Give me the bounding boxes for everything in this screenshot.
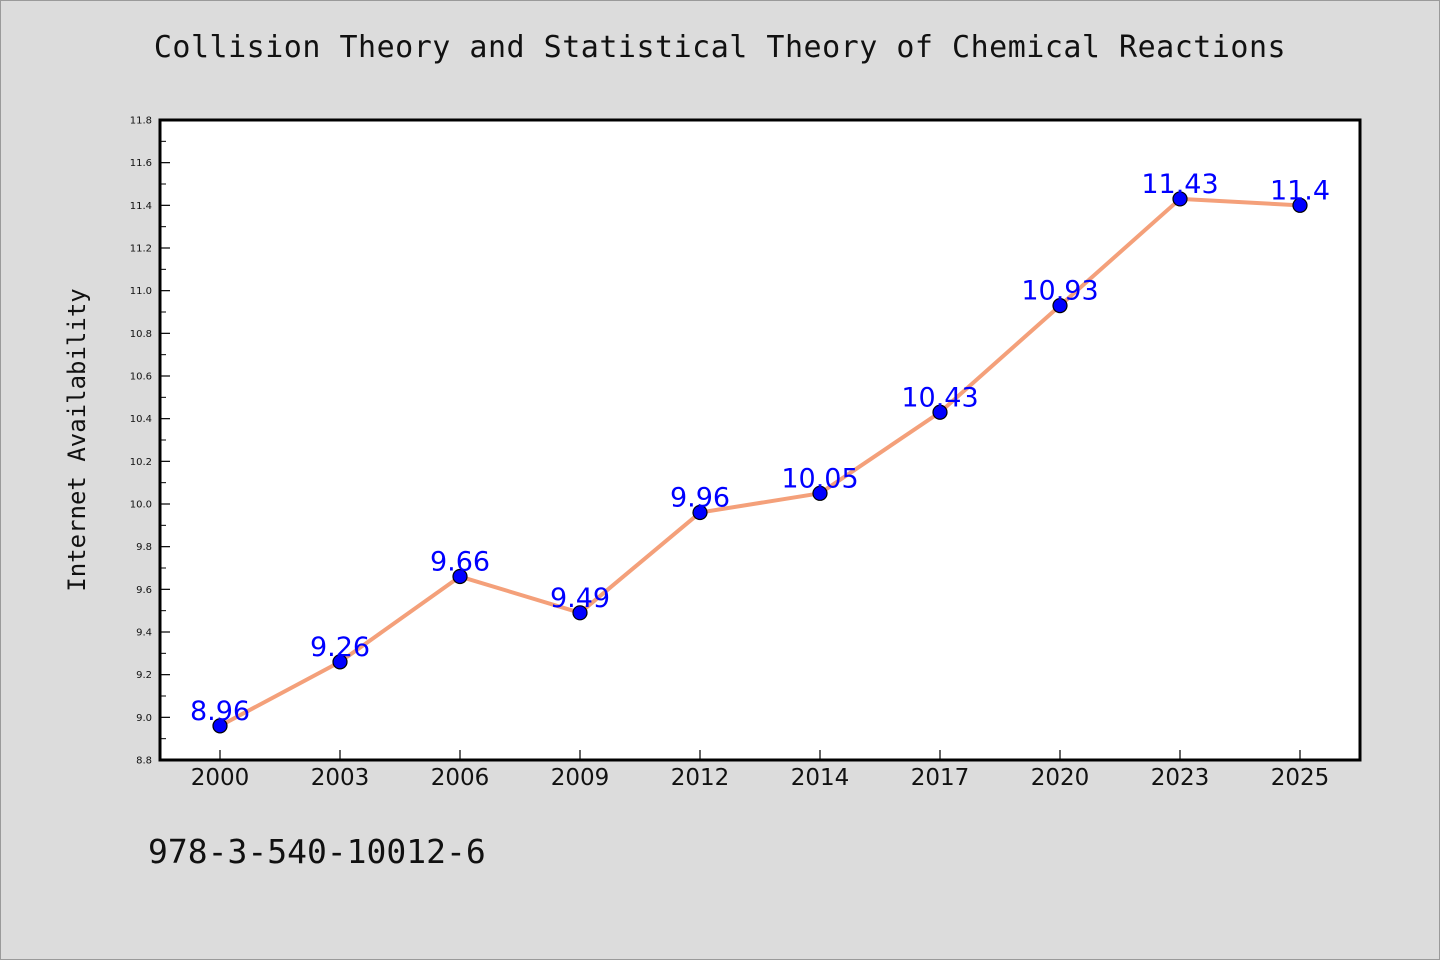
y-tick-label: 10.0 — [130, 500, 152, 511]
y-tick-label: 11.2 — [130, 244, 152, 255]
data-labels: 8.96 9.26 9.66 9.49 9.96 10.05 10.43 10.93 11.43… — [190, 169, 1330, 727]
y-axis-label: Internet Availability — [63, 288, 91, 591]
data-label: 10.05 — [781, 463, 858, 494]
y-tick-label: 9.8 — [136, 542, 152, 553]
data-label: 10.43 — [901, 382, 978, 413]
y-tick-label: 9.2 — [136, 670, 152, 681]
data-point — [692, 504, 708, 521]
y-tick-label: 11.6 — [130, 158, 152, 169]
data-label: 9.26 — [310, 632, 370, 663]
data-point — [1052, 298, 1068, 314]
x-tick-label: 2020 — [1031, 765, 1090, 791]
y-tick-label: 8.8 — [136, 756, 152, 767]
data-label: 11.43 — [1141, 169, 1218, 200]
y-tick-label: 10.4 — [130, 414, 152, 425]
y-tick-label: 10.2 — [130, 457, 152, 468]
y-axis: 8.8 9.0 9.2 9.4 9.6 9.8 10.0 10.2 10.4 10.6 10.8 11… — [130, 116, 170, 767]
series-line — [219, 196, 1301, 728]
data-label: 9.96 — [670, 483, 730, 514]
data-label: 9.49 — [550, 583, 610, 614]
y-tick-label: 9.0 — [136, 713, 152, 724]
x-tick-label: 2014 — [791, 765, 850, 791]
data-point — [812, 485, 828, 501]
chart-title: Collision Theory and Statistical Theory … — [153, 30, 1287, 65]
data-point — [1292, 197, 1308, 213]
data-point — [332, 654, 348, 670]
data-label: 8.96 — [190, 696, 250, 727]
isbn-text: 978-3-540-10012-6 — [148, 832, 486, 871]
data-point — [932, 404, 948, 420]
data-label: 10.93 — [1021, 276, 1098, 307]
y-tick-label: 10.8 — [130, 329, 152, 340]
data-label: 9.66 — [430, 547, 490, 578]
x-tick-label: 2012 — [671, 765, 730, 791]
x-tick-label: 2009 — [551, 765, 610, 791]
data-point — [1172, 191, 1188, 207]
x-tick-label: 2025 — [1271, 765, 1330, 791]
x-tick-label: 2017 — [911, 765, 970, 791]
x-tick-label: 2000 — [191, 765, 250, 791]
series — [212, 191, 1308, 734]
y-tick-label: 9.4 — [136, 628, 152, 639]
y-tick-label: 11.8 — [130, 116, 152, 127]
data-point — [452, 568, 468, 585]
x-tick-label: 2006 — [431, 765, 490, 791]
data-point — [572, 605, 588, 621]
x-tick-label: 2003 — [311, 765, 370, 791]
y-tick-label: 10.6 — [130, 372, 152, 383]
x-axis: 2000 2003 2006 2009 2012 2014 2017 2020 2023 2025 — [191, 750, 1330, 791]
data-label: 11.4 — [1270, 175, 1330, 206]
y-tick-label: 9.6 — [136, 585, 152, 596]
y-tick-label: 11.4 — [130, 201, 152, 212]
data-point — [212, 718, 228, 734]
plot-area — [158, 118, 1362, 762]
y-tick-label: 11.0 — [130, 286, 152, 297]
x-tick-label: 2023 — [1151, 765, 1210, 791]
